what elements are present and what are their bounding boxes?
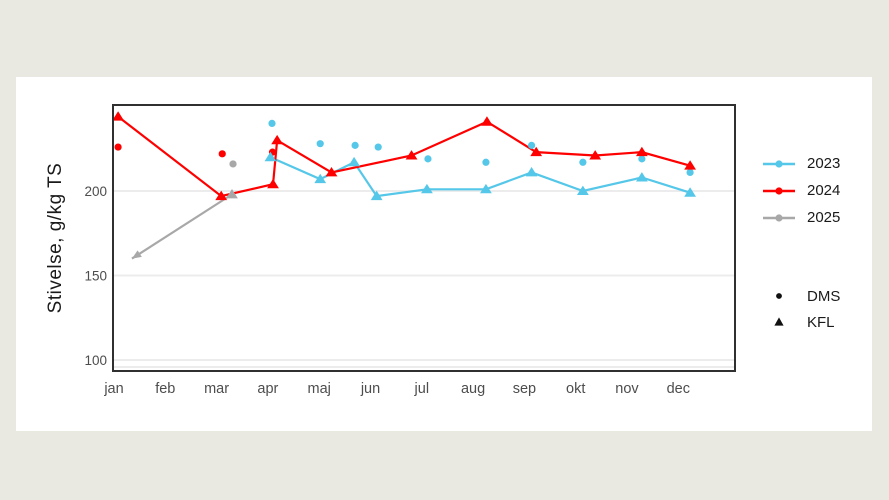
kfl-point-2023 — [684, 187, 696, 197]
triangle-icon — [774, 317, 784, 326]
dms-point-2023 — [351, 141, 359, 149]
kfl-point-2024 — [405, 150, 418, 160]
dms-point-2023 — [686, 168, 694, 177]
dms-point-2023 — [268, 119, 276, 127]
year-legend: 2023 2024 2025 — [762, 150, 840, 231]
legend-label-2023: 2023 — [807, 155, 841, 172]
y-tick-label-200: 200 — [84, 184, 107, 199]
legend-item-2024: 2024 — [762, 177, 840, 204]
legend-label-2025: 2025 — [807, 209, 841, 226]
dms-point-2023 — [482, 158, 490, 166]
shape-legend-item-DMS: DMS — [762, 283, 840, 309]
x-tick-label-dec: dec — [667, 381, 690, 397]
circle-icon — [776, 293, 782, 299]
kfl-point-2024 — [215, 190, 228, 201]
arrow-head-2025 — [131, 250, 142, 259]
x-tick-label-jun: jun — [360, 381, 380, 397]
y-tick-label-150: 150 — [84, 269, 107, 284]
dms-point-2023 — [527, 141, 536, 149]
kfl-point-2024 — [635, 146, 648, 157]
dms-point-2023 — [579, 158, 587, 166]
dms-point-2023 — [374, 143, 382, 151]
x-tick-label-feb: feb — [155, 381, 175, 397]
kfl-point-2023 — [525, 167, 538, 177]
kfl-point-2024 — [589, 150, 602, 160]
x-tick-label-nov: nov — [615, 381, 639, 397]
panel-border — [112, 104, 736, 372]
kfl-point-2023 — [480, 183, 492, 194]
legend-key-2023 — [763, 159, 795, 168]
kfl-point-2024 — [530, 146, 543, 157]
kfl-point-2023 — [576, 185, 589, 195]
legend-key-2024 — [763, 186, 795, 195]
x-tick-label-mar: mar — [204, 381, 229, 397]
x-tick-label-jul: jul — [414, 381, 430, 397]
kfl-point-2024 — [684, 160, 696, 170]
series-line-2024 — [117, 115, 691, 198]
legend-item-2023: 2023 — [762, 150, 840, 177]
x-tick-label-jan: jan — [103, 381, 123, 397]
shape-legend-label-DMS: DMS — [807, 287, 841, 305]
dms-point-2023 — [316, 140, 324, 148]
x-tick-label-aug: aug — [461, 381, 485, 397]
y-tick-label-100: 100 — [84, 353, 107, 368]
kfl-point-2023 — [264, 151, 277, 162]
dms-point-2024 — [218, 150, 226, 158]
shape-legend: DMS KFL — [762, 283, 840, 335]
kfl-point-2023 — [421, 183, 433, 194]
dms-point-2023 — [424, 155, 432, 163]
legend-key-2025 — [763, 213, 795, 222]
kfl-point-2023 — [314, 173, 327, 184]
kfl-point-2025 — [226, 188, 238, 199]
kfl-point-2024 — [325, 167, 338, 177]
kfl-point-2024 — [481, 116, 493, 126]
legend-label-2024: 2024 — [807, 182, 841, 199]
dms-point-2025 — [229, 160, 237, 168]
kfl-point-2023 — [635, 172, 648, 182]
kfl-point-2023 — [348, 156, 360, 167]
kfl-point-2023 — [370, 190, 383, 201]
x-tick-label-apr: apr — [257, 381, 278, 397]
x-tick-label-maj: maj — [308, 381, 331, 397]
series-line-2025 — [131, 193, 233, 260]
kfl-point-2024 — [267, 178, 279, 189]
dms-point-2023 — [638, 155, 646, 163]
x-tick-label-okt: okt — [566, 381, 585, 397]
kfl-point-2024 — [271, 134, 284, 145]
shape-legend-label-KFL: KFL — [807, 313, 835, 331]
legend-item-2025: 2025 — [762, 204, 840, 231]
y-axis-title: Stivelse, g/kg TS — [45, 162, 66, 314]
x-tick-label-sep: sep — [513, 381, 536, 397]
shape-legend-item-KFL: KFL — [762, 309, 840, 335]
dms-point-2024 — [114, 143, 122, 151]
kfl-point-2024 — [112, 111, 125, 121]
